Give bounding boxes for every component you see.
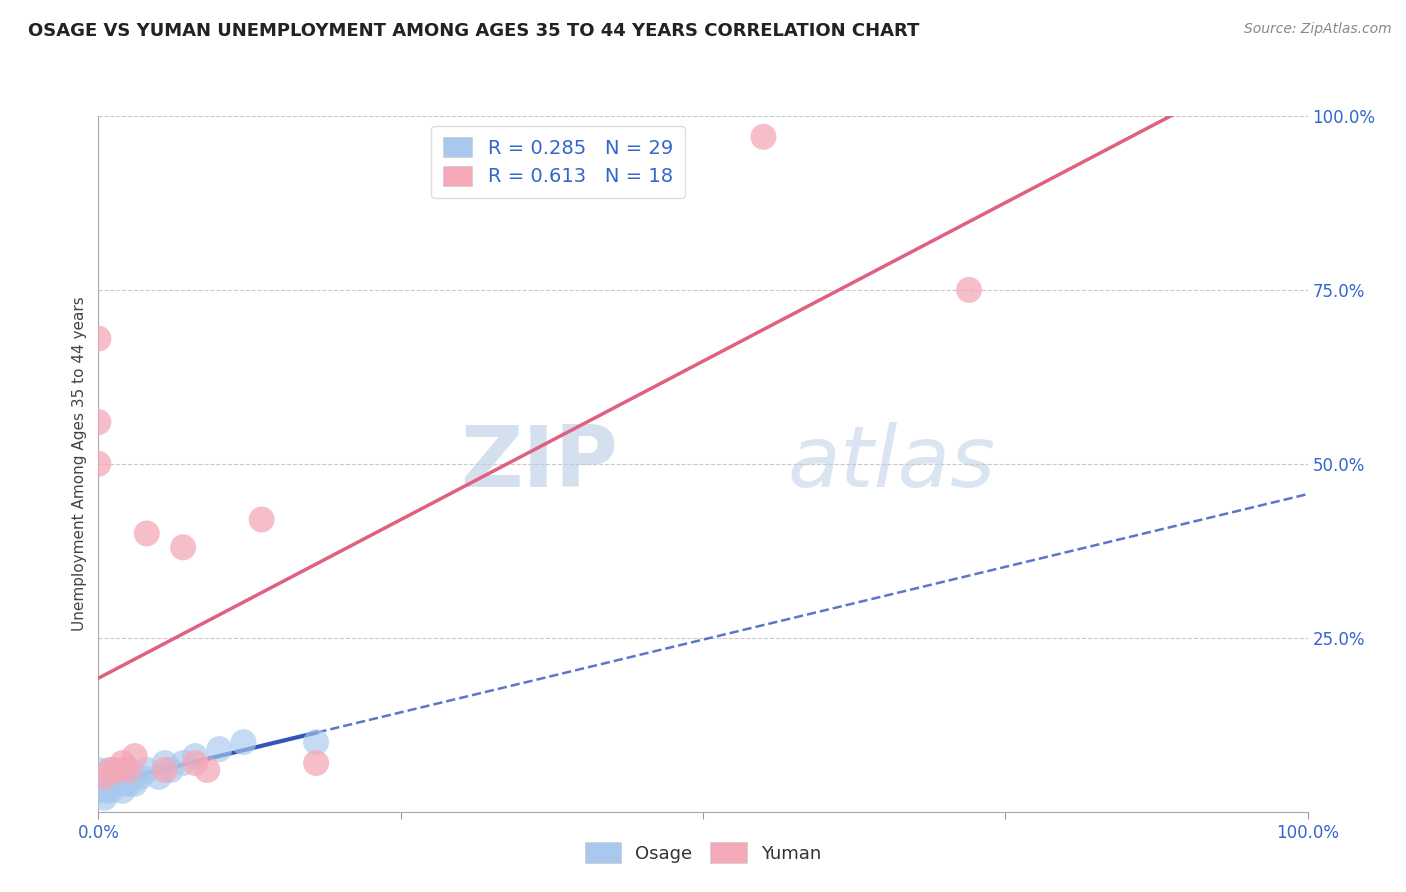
Point (148, 770, 170, 784)
Point (124, 777, 146, 791)
Point (195, 763, 218, 777)
Point (111, 770, 134, 784)
Point (305, 756, 328, 770)
Text: atlas: atlas (787, 422, 995, 506)
Point (160, 763, 183, 777)
Point (124, 749, 146, 764)
Point (124, 770, 146, 784)
Point (100, 763, 122, 777)
Point (153, 756, 176, 770)
Point (172, 756, 194, 770)
Point (752, 129, 775, 144)
Point (208, 742, 231, 756)
Point (250, 512, 273, 526)
Point (87, 770, 110, 784)
Point (111, 784, 134, 798)
Point (184, 756, 207, 770)
Y-axis label: Unemployment Among Ages 35 to 44 years: Unemployment Among Ages 35 to 44 years (72, 296, 87, 632)
Point (100, 777, 122, 791)
Point (87, 415, 110, 429)
Legend: Osage, Yuman: Osage, Yuman (575, 833, 831, 872)
Point (93, 770, 115, 784)
Point (87, 332, 110, 346)
Point (172, 541, 194, 555)
Text: OSAGE VS YUMAN UNEMPLOYMENT AMONG AGES 35 TO 44 YEARS CORRELATION CHART: OSAGE VS YUMAN UNEMPLOYMENT AMONG AGES 3… (28, 22, 920, 40)
Point (129, 770, 152, 784)
Point (957, 283, 980, 297)
Point (100, 784, 122, 798)
Point (118, 763, 141, 777)
Point (135, 763, 157, 777)
Point (118, 777, 141, 791)
Point (93, 790, 115, 805)
Point (232, 735, 254, 749)
Point (93, 777, 115, 791)
Point (184, 749, 207, 764)
Point (105, 763, 128, 777)
Point (153, 763, 176, 777)
Point (105, 770, 128, 784)
Point (118, 763, 141, 777)
Text: Source: ZipAtlas.com: Source: ZipAtlas.com (1244, 22, 1392, 37)
Point (87, 784, 110, 798)
Point (111, 756, 134, 770)
Point (305, 735, 328, 749)
Point (87, 457, 110, 471)
Point (96, 770, 118, 784)
Point (111, 777, 134, 791)
Point (87, 777, 110, 791)
Text: ZIP: ZIP (461, 422, 619, 506)
Point (96, 784, 118, 798)
Point (87, 763, 110, 777)
Point (100, 763, 122, 777)
Point (135, 526, 157, 541)
